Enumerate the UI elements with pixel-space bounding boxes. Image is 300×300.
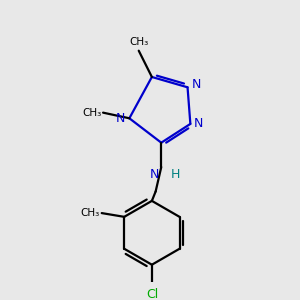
Text: N: N <box>116 112 126 125</box>
Text: N: N <box>191 78 201 91</box>
Text: H: H <box>171 168 180 181</box>
Text: CH₃: CH₃ <box>129 37 148 47</box>
Text: Cl: Cl <box>146 288 158 300</box>
Text: CH₃: CH₃ <box>81 208 100 218</box>
Text: N: N <box>150 168 159 181</box>
Text: CH₃: CH₃ <box>82 108 101 118</box>
Text: N: N <box>194 117 203 130</box>
